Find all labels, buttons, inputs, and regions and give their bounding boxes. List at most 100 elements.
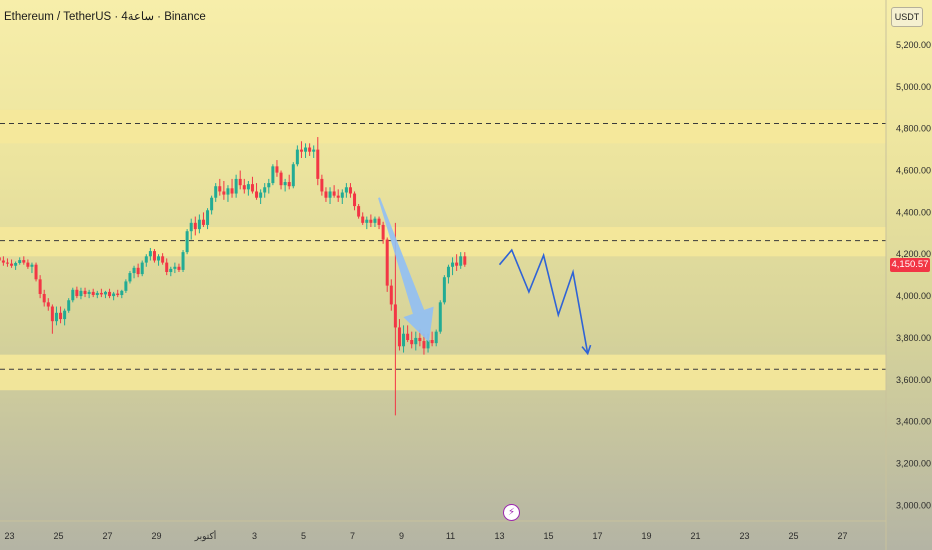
candle-body bbox=[426, 340, 430, 349]
candle-body bbox=[95, 292, 99, 296]
candle-body bbox=[218, 186, 222, 192]
candle-body bbox=[246, 184, 250, 190]
time-tick-label: أكتوبر bbox=[194, 529, 217, 542]
candle-body bbox=[87, 291, 91, 294]
candle-body bbox=[34, 264, 38, 280]
price-tick-label: 4,600.00 bbox=[896, 166, 931, 176]
candle-body bbox=[340, 192, 344, 198]
price-tick-label: 3,400.00 bbox=[896, 417, 931, 427]
candle-body bbox=[26, 262, 30, 267]
candle-body bbox=[442, 277, 446, 303]
time-tick-label: 5 bbox=[301, 531, 306, 541]
candle-body bbox=[377, 218, 381, 225]
candle-body bbox=[210, 197, 214, 211]
candle-body bbox=[397, 327, 401, 347]
candle-body bbox=[157, 256, 161, 261]
candle-body bbox=[112, 293, 116, 297]
candle-body bbox=[414, 337, 418, 345]
zone-band-1 bbox=[0, 227, 886, 257]
price-tick-label: 4,200.00 bbox=[896, 249, 931, 259]
candle-body bbox=[348, 187, 352, 194]
candle-body bbox=[103, 291, 107, 295]
time-tick-label: 15 bbox=[543, 531, 553, 541]
candle-body bbox=[459, 256, 463, 266]
candle-body bbox=[304, 147, 308, 152]
candle-body bbox=[75, 289, 79, 297]
candle-body bbox=[255, 191, 259, 198]
candle-body bbox=[54, 312, 58, 322]
candle-body bbox=[434, 331, 438, 344]
candle-body bbox=[373, 218, 377, 223]
candle-body bbox=[438, 302, 442, 332]
time-tick-label: 19 bbox=[641, 531, 651, 541]
candle-body bbox=[308, 147, 312, 152]
candle-body bbox=[222, 191, 226, 195]
last-price-label: 4,150.57 bbox=[890, 257, 930, 272]
candle-body bbox=[328, 191, 332, 198]
price-tick-label: 3,800.00 bbox=[896, 333, 931, 343]
time-tick-label: 13 bbox=[494, 531, 504, 541]
candle-body bbox=[365, 219, 369, 223]
candle-body bbox=[42, 293, 46, 303]
currency-button[interactable]: USDT bbox=[891, 7, 923, 27]
price-axis[interactable]: 5,200.00 5,000.00 4,800.00 4,600.00 4,400.00… bbox=[896, 40, 931, 510]
candle-body bbox=[30, 264, 34, 267]
down-arrow-drawing bbox=[378, 197, 434, 343]
lightning-event-icon[interactable]: ⚡ bbox=[503, 504, 520, 521]
price-tick-label: 3,200.00 bbox=[896, 458, 931, 468]
candle-body bbox=[99, 292, 103, 295]
candle-body bbox=[463, 256, 467, 265]
candle-body bbox=[128, 273, 132, 282]
candle-body bbox=[287, 182, 291, 187]
candle-body bbox=[50, 306, 54, 322]
zigzag-projection-line bbox=[498, 248, 589, 354]
candle-body bbox=[79, 290, 83, 297]
candle-body bbox=[275, 166, 279, 173]
time-tick-label: 11 bbox=[446, 531, 455, 541]
candle-body bbox=[389, 285, 393, 305]
time-tick-label: 27 bbox=[102, 531, 112, 541]
candle-body bbox=[22, 260, 26, 263]
candle-body bbox=[369, 219, 373, 223]
candle-body bbox=[402, 333, 406, 347]
candle-body bbox=[177, 266, 181, 270]
zigzag-arrowhead bbox=[581, 344, 592, 356]
candle-body bbox=[446, 266, 450, 278]
candle-body bbox=[410, 340, 414, 345]
time-tick-label: 25 bbox=[788, 531, 798, 541]
candle-body bbox=[5, 262, 9, 264]
candle-body bbox=[238, 178, 242, 186]
candle-body bbox=[324, 191, 328, 198]
candle-body bbox=[451, 262, 455, 267]
candle-body bbox=[271, 166, 275, 184]
candle-body bbox=[381, 224, 385, 240]
horizontal-zones bbox=[0, 109, 886, 391]
time-axis[interactable]: 23 25 27 29 أكتوبر 3 5 7 9 11 13 15 17 19 21 23 25 27 bbox=[4, 529, 847, 542]
time-tick-label: 9 bbox=[399, 531, 404, 541]
candle-body bbox=[144, 256, 148, 263]
candle-body bbox=[214, 186, 218, 198]
candle-body bbox=[136, 267, 140, 275]
candle-body bbox=[353, 193, 357, 207]
symbol-title[interactable]: Ethereum / TetherUS · 4ساعة · Binance bbox=[4, 11, 206, 23]
candle-body bbox=[169, 268, 173, 273]
candle-body bbox=[279, 172, 283, 186]
zone-band-0 bbox=[0, 109, 886, 144]
candle-body bbox=[46, 302, 50, 307]
time-tick-label: 7 bbox=[350, 531, 355, 541]
time-tick-label: 27 bbox=[837, 531, 847, 541]
price-tick-label: 4,800.00 bbox=[896, 124, 931, 134]
candle-body bbox=[185, 231, 189, 253]
candle-body bbox=[165, 262, 169, 273]
candle-body bbox=[83, 290, 87, 294]
price-tick-label: 3,000.00 bbox=[896, 500, 931, 510]
candle-body bbox=[206, 210, 210, 225]
candle-body bbox=[385, 239, 389, 286]
candle-body bbox=[120, 290, 124, 296]
candle-body bbox=[291, 164, 295, 187]
zone-band-2 bbox=[0, 354, 886, 391]
candle-body bbox=[332, 191, 336, 196]
candle-body bbox=[283, 182, 287, 186]
time-tick-label: 29 bbox=[151, 531, 161, 541]
